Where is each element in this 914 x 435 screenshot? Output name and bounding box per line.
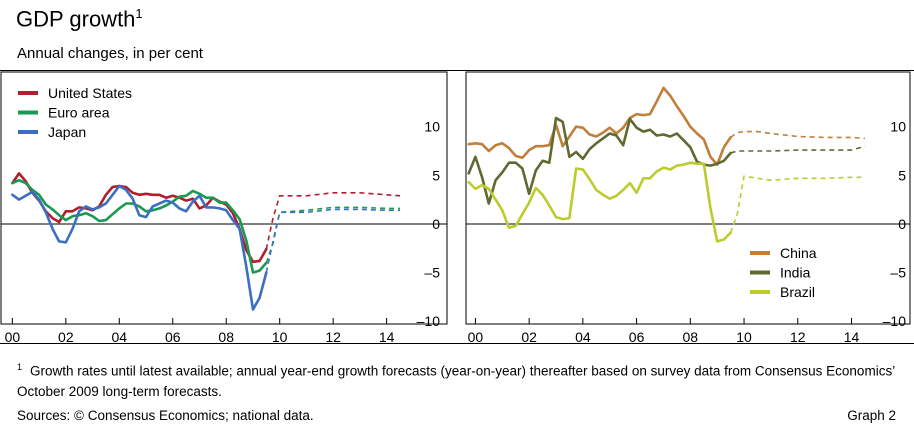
right-y-tick-label: 10: [890, 119, 906, 135]
left-x-tick-label: 02: [58, 329, 74, 345]
graph-number: Graph 2: [847, 408, 896, 423]
left-x-tick-label: 10: [272, 329, 288, 345]
footnote: 1 Growth rates until latest available; an…: [17, 357, 907, 402]
legend-label-india: India: [780, 265, 811, 281]
middle-rule: [0, 343, 914, 344]
legend-label-euro-area: Euro area: [48, 105, 110, 121]
footnote-text: Growth rates until latest available; ann…: [17, 363, 895, 399]
graph-title-text: GDP growth: [16, 6, 136, 32]
right-y-tick-label: –5: [890, 265, 906, 281]
united-states-actual-line: [11, 172, 268, 264]
right-x-tick-label: 02: [521, 329, 537, 345]
left-x-tick-label: 12: [325, 329, 341, 345]
legend-label-japan: Japan: [48, 124, 86, 140]
legend-label-united-states: United States: [48, 85, 132, 101]
left-x-tick-label: 14: [379, 329, 395, 345]
footnote-marker: 1: [17, 362, 23, 372]
top-rule: [0, 70, 914, 71]
china-forecast-line: [730, 130, 865, 140]
right-x-tick-label: 08: [683, 329, 699, 345]
left-y-tick-label: 10: [424, 119, 440, 135]
legend-label-china: China: [780, 245, 817, 261]
right-y-tick-label: –10: [883, 313, 907, 329]
right-x-tick-label: 06: [629, 329, 645, 345]
left-x-tick-label: 08: [218, 329, 234, 345]
sources-note: Sources: © Consensus Economics; national…: [17, 408, 314, 423]
right-x-tick-label: 10: [736, 329, 752, 345]
right-y-tick-label: 5: [898, 167, 906, 183]
legend-label-brazil: Brazil: [780, 284, 815, 300]
left-y-tick-label: 5: [432, 167, 440, 183]
china-actual-line: [467, 86, 732, 166]
euro-area-actual-line: [11, 178, 268, 274]
left-y-tick-label: –10: [417, 313, 441, 329]
india-forecast-line: [730, 145, 866, 154]
india-actual-line: [467, 116, 732, 205]
euro-area-forecast-line: [265, 206, 400, 264]
united-states-forecast-line: [265, 192, 401, 250]
graph-title: GDP growth1: [16, 6, 143, 32]
right-x-tick-label: 00: [468, 329, 484, 345]
japan-forecast-line: [265, 208, 400, 273]
graph-title-footnote-marker: 1: [135, 6, 143, 21]
graph-subtitle: Annual changes, in per cent: [17, 45, 203, 62]
left-panel-frame: [0, 71, 448, 325]
right-x-tick-label: 14: [844, 329, 860, 345]
left-x-tick-label: 00: [5, 329, 21, 345]
left-y-tick-label: 0: [432, 216, 440, 232]
right-panel-frame: [465, 71, 911, 325]
right-x-tick-label: 04: [575, 329, 591, 345]
right-x-tick-label: 12: [790, 329, 806, 345]
brazil-actual-line: [467, 161, 732, 243]
left-x-tick-label: 06: [165, 329, 181, 345]
left-x-tick-label: 04: [111, 329, 127, 345]
right-y-tick-label: 0: [898, 216, 906, 232]
japan-actual-line: [11, 184, 268, 311]
left-y-tick-label: –5: [424, 265, 440, 281]
